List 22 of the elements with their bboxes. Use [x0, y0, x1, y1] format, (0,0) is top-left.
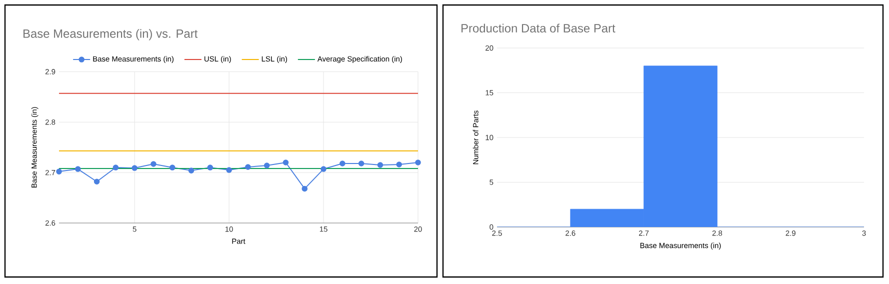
point	[132, 165, 138, 171]
point	[56, 168, 62, 174]
chart-title: Production Data of Base Part	[462, 24, 616, 32]
point	[94, 178, 100, 185]
point	[188, 168, 194, 174]
point	[320, 166, 326, 172]
point	[377, 162, 384, 168]
point	[340, 160, 346, 166]
point	[358, 160, 364, 166]
point	[245, 164, 251, 170]
chart-title: Base Measurements (in) vs. Part	[24, 29, 198, 40]
point	[169, 164, 176, 170]
point	[75, 166, 81, 172]
point	[302, 186, 308, 192]
point	[415, 160, 421, 166]
point	[226, 167, 232, 173]
point	[264, 162, 270, 168]
point	[396, 162, 402, 168]
point	[207, 164, 214, 170]
point	[282, 160, 289, 166]
point	[112, 164, 119, 170]
point	[150, 161, 156, 167]
